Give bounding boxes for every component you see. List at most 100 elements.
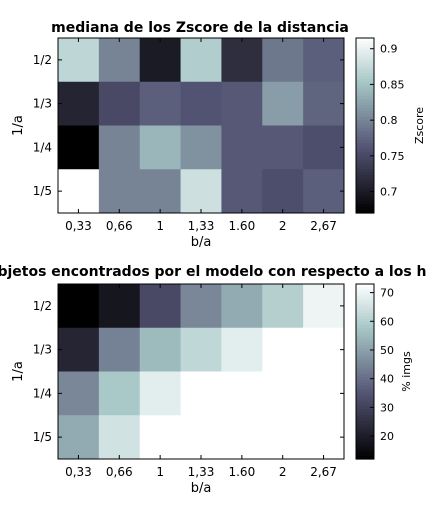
colorbar-segment [356, 356, 374, 361]
colorbar-segment [356, 169, 374, 173]
colorbar-segment [356, 348, 374, 352]
colorbar-segment [356, 192, 374, 197]
colorbar-segment [356, 137, 374, 141]
colorbar-tick-label: 40 [380, 373, 394, 386]
colorbar-segment [356, 383, 374, 387]
colorbar-tick-label: 70 [380, 287, 394, 300]
colorbar-segment [356, 394, 374, 399]
heatmap-cell [58, 125, 100, 170]
x-tick-label: 1 [156, 219, 164, 233]
colorbar-segment [356, 438, 374, 443]
colorbar-segment [356, 330, 374, 335]
colorbar-segment [356, 131, 374, 135]
heatmap-cell [303, 415, 345, 460]
colorbar-segment [356, 55, 374, 60]
colorbar-segment [356, 380, 374, 384]
colorbar-segment [356, 284, 374, 288]
heatmap-cell [221, 38, 263, 83]
heatmap-cell [221, 415, 263, 460]
x-tick-label: 1 [156, 465, 164, 479]
colorbar-segment [356, 426, 374, 431]
colorbar-segment [356, 93, 374, 97]
colorbar-segment [356, 444, 374, 448]
x-tick-label: 0,33 [65, 219, 92, 233]
colorbar-segment [356, 371, 374, 376]
heatmap-cell [58, 415, 100, 460]
colorbar-segment [356, 409, 374, 413]
colorbar-segment [356, 324, 374, 329]
colorbar-segment [356, 412, 374, 416]
colorbar-segment [356, 61, 374, 65]
heatmap-cell [262, 38, 304, 83]
colorbar-segment [356, 73, 374, 77]
colorbar-segment [356, 435, 374, 440]
heatmap-cell [139, 327, 182, 372]
y-tick-label: 1/4 [33, 386, 52, 400]
colorbar-segment [356, 134, 374, 138]
colorbar-tick-label: 50 [380, 344, 394, 357]
heatmap-cell [221, 169, 263, 214]
heatmap-cell [221, 327, 263, 372]
heatmap-cell [98, 327, 141, 372]
colorbar-segment [356, 110, 374, 115]
colorbar-segment [356, 386, 374, 390]
colorbar-segment [356, 175, 374, 179]
colorbar-segment [356, 351, 374, 355]
heatmap-cell [221, 371, 263, 416]
colorbar-segment [356, 90, 374, 95]
colorbar-segment [356, 154, 374, 159]
heatmap-cell [139, 169, 182, 214]
heatmap-cell [98, 125, 141, 170]
y-tick-label: 1/5 [33, 430, 52, 444]
colorbar-segment [356, 391, 374, 396]
heatmap-cell [303, 81, 345, 126]
colorbar-segment [356, 432, 374, 437]
colorbar-segment [356, 424, 374, 428]
colorbar-segment [356, 429, 374, 434]
colorbar-segment [356, 377, 374, 381]
heatmap-cell [58, 81, 100, 126]
colorbar-segment [356, 143, 374, 147]
colorbar-segment [356, 113, 374, 118]
heatmap-cell [221, 284, 263, 329]
heatmap-cell [58, 371, 100, 416]
x-tick-label: 2,67 [310, 465, 337, 479]
colorbar-segment [356, 116, 374, 121]
colorbar-segment [356, 359, 374, 364]
colorbar-segment [356, 58, 374, 62]
colorbar-segment [356, 333, 374, 338]
colorbar-segment [356, 453, 374, 457]
colorbar-segment [356, 345, 374, 349]
colorbar-segment [356, 46, 374, 51]
heatmap-cell [139, 81, 182, 126]
heatmap-cell [58, 38, 100, 83]
heatmap-cell [98, 284, 141, 329]
x-tick-label: 0,66 [106, 219, 133, 233]
imgs-heatmap-panel: e objetos encontrados por el modelo con … [0, 264, 427, 496]
colorbar-segment [356, 75, 374, 80]
x-tick-label: 1,33 [188, 465, 215, 479]
colorbar-segment [356, 67, 374, 71]
y-tick-label: 1/5 [33, 184, 52, 198]
colorbar-frame [355, 283, 375, 460]
heatmap-cell [262, 371, 304, 416]
colorbar-segment [356, 400, 374, 405]
colorbar-segment [356, 292, 374, 297]
colorbar-segment [356, 295, 374, 300]
colorbar-segment [356, 389, 374, 393]
heatmap-cell [139, 38, 182, 83]
heatmap-cell [303, 169, 345, 214]
colorbar-segment [356, 415, 374, 419]
heatmap-cell [58, 284, 100, 329]
heatmap-cell [98, 81, 141, 126]
colorbar-segment [356, 180, 374, 185]
x-tick-label: 2,67 [310, 219, 337, 233]
colorbar-frame [355, 37, 375, 214]
colorbar-segment [356, 304, 374, 308]
colorbar-segment [356, 125, 374, 130]
heatmap-cell [303, 38, 345, 83]
colorbar-segment [356, 321, 374, 326]
colorbar-tick-label: 0.85 [380, 78, 405, 91]
x-tick-label: 2 [279, 465, 287, 479]
